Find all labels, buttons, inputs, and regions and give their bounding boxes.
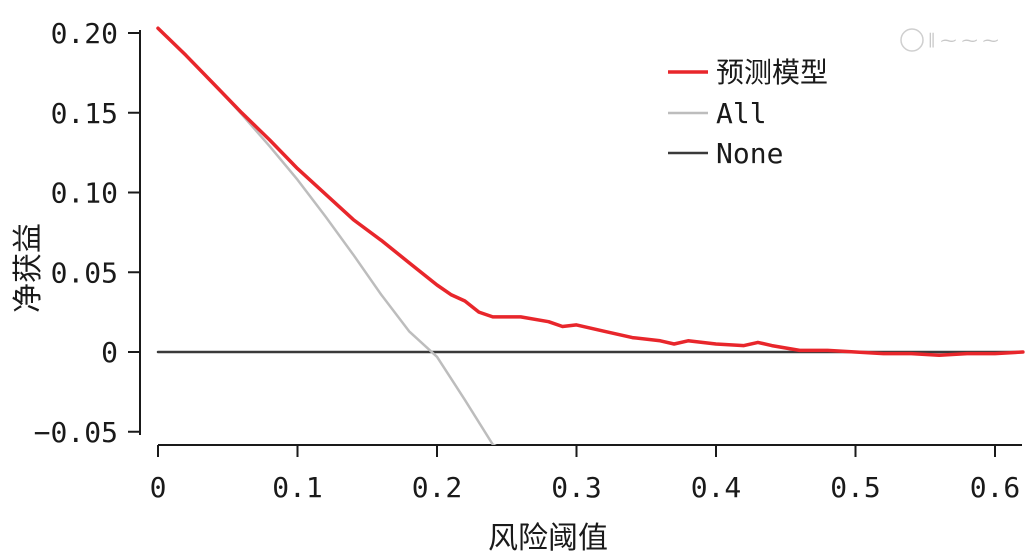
y-tick-label: −0.05 bbox=[34, 416, 118, 449]
series-line-all bbox=[156, 26, 497, 446]
y-tick-label: 0.15 bbox=[51, 97, 118, 130]
watermark-logo: ∥ ⁓ ⁓ ⁓ bbox=[900, 28, 999, 52]
x-tick-label: 0.5 bbox=[830, 471, 881, 504]
legend-label: All bbox=[716, 97, 767, 130]
legend: 预测模型 All None bbox=[668, 56, 828, 170]
y-tick-label: 0.05 bbox=[51, 256, 118, 289]
x-axis-title: 风险阈值 bbox=[488, 521, 608, 556]
x-tick-label: 0.3 bbox=[551, 471, 602, 504]
watermark-emblem-icon bbox=[900, 28, 924, 52]
y-tick-label: 0.20 bbox=[51, 17, 118, 50]
x-tick-label: 0.2 bbox=[412, 471, 463, 504]
x-tick-label: 0.6 bbox=[970, 471, 1021, 504]
y-tick-label: 0.10 bbox=[51, 177, 118, 210]
series-line-model bbox=[156, 26, 1025, 357]
x-axis-ticks: 0 0.1 0.2 0.3 0.4 0.5 0.6 bbox=[150, 445, 1021, 504]
x-tick-label: 0 bbox=[150, 471, 167, 504]
y-axis-title: 净获益 bbox=[11, 223, 46, 313]
x-tick-label: 0.1 bbox=[272, 471, 323, 504]
y-axis-ticks: 0.20 0.15 0.10 0.05 0 −0.05 bbox=[34, 17, 140, 449]
watermark-text: ∥ ⁓ ⁓ ⁓ bbox=[928, 31, 999, 50]
legend-label: 预测模型 bbox=[716, 56, 828, 89]
series-lines bbox=[156, 26, 1025, 446]
x-tick-label: 0.4 bbox=[691, 471, 742, 504]
legend-label: None bbox=[716, 137, 783, 170]
y-tick-label: 0 bbox=[101, 336, 118, 369]
